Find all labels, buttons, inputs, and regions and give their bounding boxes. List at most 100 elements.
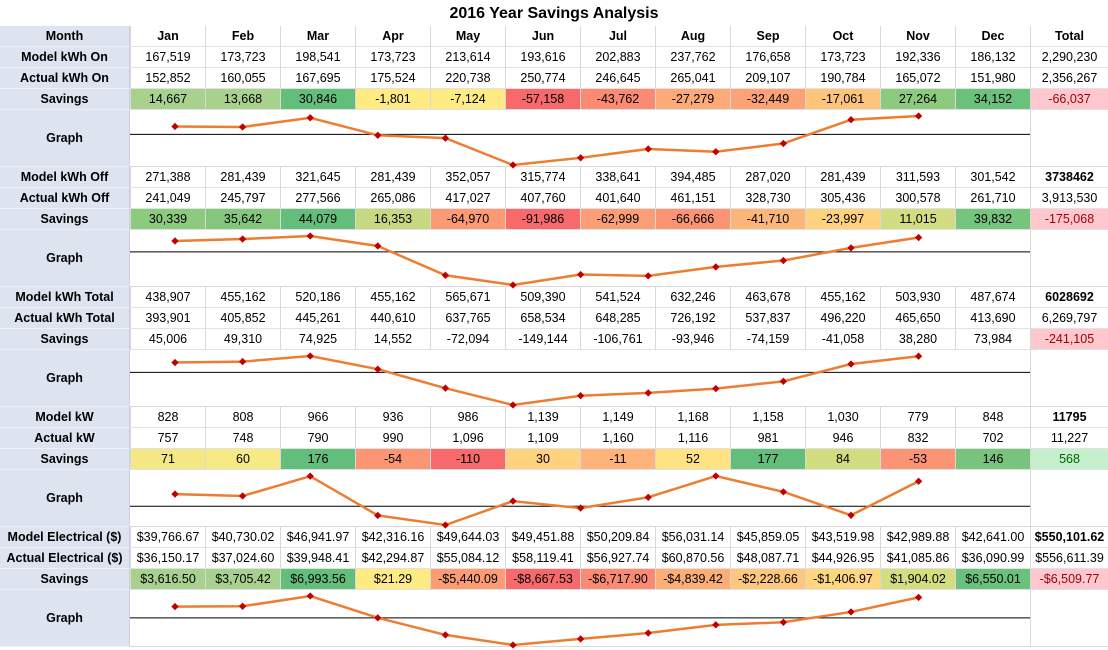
value-cell: -64,970 — [430, 209, 505, 230]
graph-label: Graph — [0, 590, 130, 647]
data-row: Savings 71 60 176 -54 -110 30 -11 52 177 84 -53 146 5… — [0, 449, 1108, 470]
data-point-marker — [779, 618, 788, 626]
data-point-marker — [847, 116, 855, 124]
month-header-dec: Dec — [955, 26, 1030, 47]
value-cell: 503,930 — [880, 287, 955, 308]
value-cell: 175,524 — [355, 68, 430, 89]
value-cell: $3,705.42 — [205, 569, 280, 590]
value-cell: 176,658 — [730, 47, 805, 68]
graph-total-cell — [1030, 230, 1108, 287]
value-cell: $43,519.98 — [805, 527, 880, 548]
graph-cell — [205, 470, 280, 527]
row-label: Model kWh Total — [0, 287, 130, 308]
value-cell: -$8,667.53 — [505, 569, 580, 590]
value-cell: $42,316.16 — [355, 527, 430, 548]
value-cell: 177 — [730, 449, 805, 470]
row-label: Actual kWh Off — [0, 188, 130, 209]
data-point-marker — [779, 139, 788, 148]
graph-cell — [955, 230, 1030, 287]
graph-cell — [730, 470, 805, 527]
graph-total-cell — [1030, 350, 1108, 407]
data-point-marker — [171, 122, 179, 131]
data-point-marker — [712, 384, 720, 393]
total-cell: -175,068 — [1030, 209, 1108, 230]
graph-cell — [730, 230, 805, 287]
data-point-marker — [712, 148, 720, 156]
graph-cell — [130, 110, 205, 167]
value-cell: 808 — [205, 407, 280, 428]
graph-cell — [505, 230, 580, 287]
value-cell: $39,948.41 — [280, 548, 355, 569]
value-cell: -74,159 — [730, 329, 805, 350]
graph-cell — [580, 470, 655, 527]
data-point-marker — [238, 492, 247, 500]
data-row: Savings 45,006 49,310 74,925 14,552 -72,094 -1… — [0, 329, 1108, 350]
data-row: Actual kWh Off 241,049 245,797 277,566 265,0… — [0, 188, 1108, 209]
value-cell: -1,801 — [355, 89, 430, 110]
value-cell: 74,925 — [280, 329, 355, 350]
value-cell: 986 — [430, 407, 505, 428]
savings-sparkline — [130, 472, 1030, 529]
data-point-marker — [238, 123, 247, 131]
value-cell: $58,119.41 — [505, 548, 580, 569]
graph-row: Graph — [0, 590, 1108, 649]
value-cell: 394,485 — [655, 167, 730, 188]
data-point-marker — [914, 352, 923, 360]
total-cell: 2,290,230 — [1030, 47, 1108, 68]
month-header-jun: Jun — [505, 26, 580, 47]
data-point-marker — [238, 357, 247, 366]
total-header: Total — [1030, 26, 1108, 47]
value-cell: 52 — [655, 449, 730, 470]
graph-cell — [580, 350, 655, 407]
graph-cell — [205, 230, 280, 287]
graph-label: Graph — [0, 350, 130, 407]
value-cell: 401,640 — [580, 188, 655, 209]
value-cell: 265,086 — [355, 188, 430, 209]
value-cell: 250,774 — [505, 68, 580, 89]
data-row: Savings 30,339 35,642 44,079 16,353 -64,970 -9… — [0, 209, 1108, 230]
graph-cell — [580, 230, 655, 287]
graph-cell — [505, 590, 580, 647]
data-point-marker — [712, 263, 720, 271]
value-cell: -$4,839.42 — [655, 569, 730, 590]
graph-cell — [805, 110, 880, 167]
graph-cell — [730, 350, 805, 407]
row-label: Actual kW — [0, 428, 130, 449]
value-cell: 71 — [130, 449, 205, 470]
value-cell: 11,015 — [880, 209, 955, 230]
data-row: Model kWh Off 271,388 281,439 321,645 281,43… — [0, 167, 1108, 188]
value-cell: 213,614 — [430, 47, 505, 68]
value-cell: 966 — [280, 407, 355, 428]
graph-cell — [955, 110, 1030, 167]
value-cell: 245,797 — [205, 188, 280, 209]
value-cell: 265,041 — [655, 68, 730, 89]
data-point-marker — [306, 114, 314, 122]
value-cell: $56,927.74 — [580, 548, 655, 569]
value-cell: 461,151 — [655, 188, 730, 209]
report-title: 2016 Year Savings Analysis — [449, 5, 659, 22]
value-cell: 455,162 — [355, 287, 430, 308]
value-cell: $55,084.12 — [430, 548, 505, 569]
value-cell: 35,642 — [205, 209, 280, 230]
data-point-marker — [644, 629, 652, 637]
data-point-marker — [306, 352, 314, 360]
graph-cell — [280, 590, 355, 647]
total-cell: $556,611.39 — [1030, 548, 1108, 569]
graph-cell — [730, 590, 805, 647]
month-header-oct: Oct — [805, 26, 880, 47]
value-cell: -$6,717.90 — [580, 569, 655, 590]
header-row: Month Jan Feb Mar Apr May Jun Jul Aug Sep Oct Nov De… — [0, 26, 1108, 47]
savings-sparkline — [130, 232, 1030, 289]
data-point-marker — [914, 233, 923, 242]
value-cell: 198,541 — [280, 47, 355, 68]
graph-cell — [655, 590, 730, 647]
series-line — [174, 354, 919, 407]
value-cell: 413,690 — [955, 308, 1030, 329]
row-label: Savings — [0, 329, 130, 350]
value-cell: $6,550.01 — [955, 569, 1030, 590]
value-cell: 405,852 — [205, 308, 280, 329]
value-cell: 509,390 — [505, 287, 580, 308]
value-cell: $36,090.99 — [955, 548, 1030, 569]
data-point-marker — [171, 490, 179, 498]
value-cell: 49,310 — [205, 329, 280, 350]
